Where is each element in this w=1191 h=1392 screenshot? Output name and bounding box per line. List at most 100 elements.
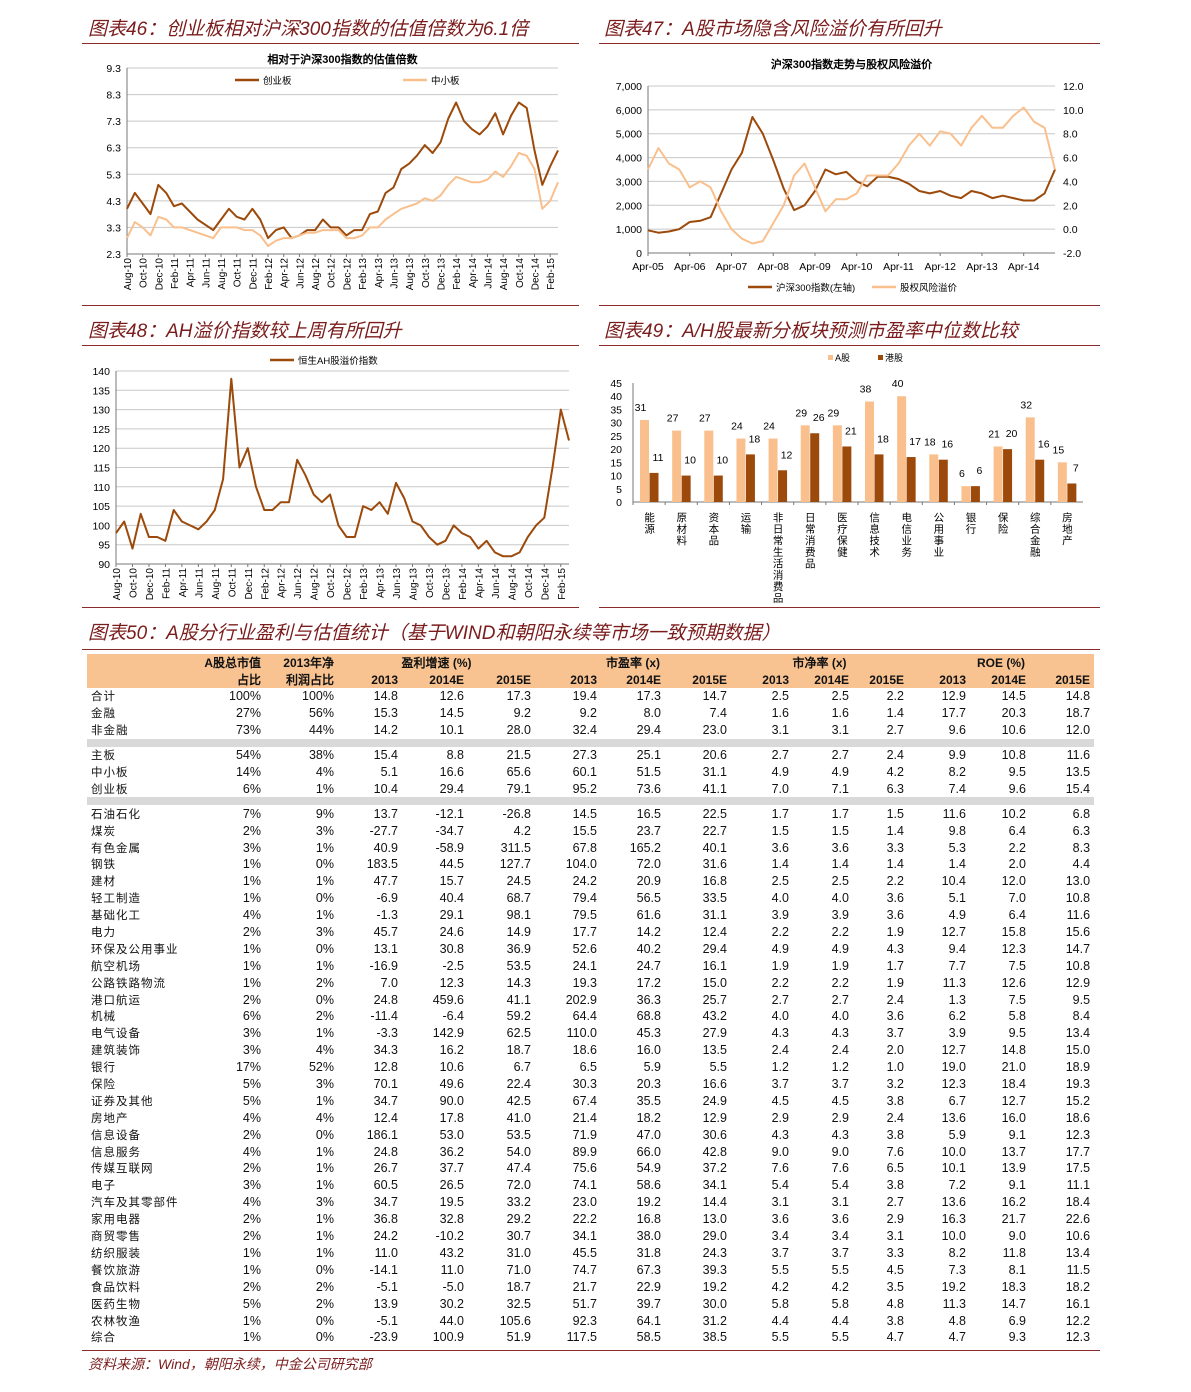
cell: 19.0 bbox=[941, 1060, 966, 1075]
cell: 2.2 bbox=[771, 925, 789, 940]
cell: 1% bbox=[315, 874, 334, 889]
cell: 24.7 bbox=[636, 958, 661, 973]
category-label: 银行 bbox=[965, 511, 977, 535]
fig47-caption: 图表47：A股市场隐含风险溢价有所回升 bbox=[604, 19, 942, 40]
cell: 1% bbox=[315, 840, 334, 855]
y-tick-label: 105 bbox=[92, 501, 110, 513]
cell: 1% bbox=[315, 1093, 334, 1108]
x-tick-label: Aug-12 bbox=[311, 258, 322, 291]
cell: 17.7 bbox=[1065, 1144, 1091, 1159]
cell: 27% bbox=[235, 706, 261, 721]
cell: 4.2 bbox=[886, 765, 904, 779]
y-tick-label: 7,000 bbox=[616, 81, 642, 93]
cell: -5.1 bbox=[376, 1313, 398, 1328]
cell: 12.6 bbox=[1001, 975, 1026, 990]
cell: 18.2 bbox=[636, 1110, 661, 1125]
x-tick-label: Apr-06 bbox=[674, 261, 706, 273]
bar-hk bbox=[906, 457, 916, 502]
cell: 5.1 bbox=[948, 891, 966, 906]
table-row: 商贸零售 2% 1% 24.2 -10.2 30.7 34.1 38.0 29.0 3.4 3.4 3… bbox=[87, 1228, 1094, 1245]
cell: 37.2 bbox=[702, 1161, 727, 1176]
row-label: 电力 bbox=[91, 925, 116, 940]
cell: 1% bbox=[242, 958, 261, 973]
cell: -2.5 bbox=[442, 958, 464, 973]
y-tick-label: 130 bbox=[92, 405, 110, 417]
cell: 1.9 bbox=[886, 975, 904, 990]
row-label: 基础化工 bbox=[91, 908, 141, 923]
fig48-chart: 90 95 100 105 110 115 120 125 130 135 140 Aug-10 Oct… bbox=[85, 346, 575, 604]
cell: 3.8 bbox=[886, 1178, 904, 1193]
cell: 16.8 bbox=[702, 874, 727, 889]
cell: 2.4 bbox=[886, 748, 904, 763]
x-tick-label: Feb-13 bbox=[358, 258, 369, 290]
cell: 15.2 bbox=[1065, 1093, 1091, 1108]
cell: 44.5 bbox=[439, 857, 464, 872]
x-tick-label: Jun-13 bbox=[389, 258, 400, 289]
data-label: 10 bbox=[684, 455, 696, 467]
cell: 18.7 bbox=[506, 1043, 531, 1058]
cell: 2.2 bbox=[771, 975, 789, 990]
cell: 3.6 bbox=[886, 891, 904, 906]
cell: 38.5 bbox=[702, 1330, 727, 1345]
x-tick-label: Feb-14 bbox=[458, 568, 469, 600]
cell: 9.0 bbox=[1008, 1229, 1026, 1244]
cell: 13.4 bbox=[1065, 1026, 1091, 1041]
category-label: 公用事业 bbox=[932, 512, 944, 558]
data-label: 21 bbox=[845, 425, 857, 437]
cell: 9.5 bbox=[1008, 1026, 1026, 1041]
cell: -6.4 bbox=[442, 1009, 464, 1024]
data-label: 32 bbox=[1020, 399, 1032, 411]
cell: 54.9 bbox=[636, 1161, 661, 1176]
cell: 12.3 bbox=[941, 1077, 966, 1092]
cell: 10.1 bbox=[439, 723, 464, 738]
cell: 20.9 bbox=[636, 874, 661, 889]
cell: 34.3 bbox=[373, 1043, 398, 1058]
cell: 95.2 bbox=[572, 781, 597, 796]
x-tick-label: Jun-12 bbox=[293, 568, 304, 599]
table-row: 环保及公用事业 1% 0% 13.1 30.8 36.9 52.6 40.2 29.4 4.9 4.… bbox=[87, 940, 1094, 957]
cell: -1.3 bbox=[376, 908, 398, 923]
cell: 67.4 bbox=[572, 1093, 597, 1108]
y-tick-label: 6.3 bbox=[106, 143, 121, 155]
cell: 1% bbox=[242, 1245, 261, 1260]
cell: 2.4 bbox=[831, 1043, 849, 1058]
series-line-1 bbox=[647, 116, 1056, 234]
cell: 60.5 bbox=[373, 1178, 398, 1193]
category-label: 非日常生活消费品 bbox=[772, 512, 784, 604]
cell: 23.0 bbox=[572, 1195, 597, 1210]
row-label: 汽车及其零部件 bbox=[91, 1195, 179, 1210]
bar-hk bbox=[778, 470, 788, 502]
row-label: 煤炭 bbox=[91, 823, 116, 838]
x-tick-label: Apr-12 bbox=[280, 258, 291, 288]
cell: 4.3 bbox=[831, 1127, 849, 1142]
y-tick-label: 135 bbox=[92, 385, 110, 397]
cell: 4.7 bbox=[948, 1330, 966, 1345]
cell: 6.9 bbox=[1008, 1313, 1026, 1328]
x-tick-label: Aug-11 bbox=[211, 568, 222, 600]
cell: 23.0 bbox=[702, 723, 727, 738]
cell: 40.2 bbox=[636, 941, 661, 956]
cell: 12.7 bbox=[1001, 1093, 1026, 1108]
cell: 73% bbox=[235, 723, 261, 738]
cell: 5.1 bbox=[380, 765, 398, 779]
cell: 4% bbox=[242, 1195, 261, 1210]
cell: 6.8 bbox=[1072, 806, 1091, 821]
cell: 4.2 bbox=[513, 823, 531, 838]
cell: 15.6 bbox=[1065, 925, 1091, 940]
cell: 459.6 bbox=[432, 992, 464, 1007]
cell: 1% bbox=[315, 1245, 334, 1260]
legend-label: 中小板 bbox=[431, 75, 460, 87]
data-label: 40 bbox=[892, 378, 904, 390]
y-tick-label: 125 bbox=[92, 424, 110, 436]
cell: 8.2 bbox=[948, 765, 966, 779]
bar-a bbox=[1057, 462, 1067, 502]
category-label: 原材料 bbox=[675, 512, 687, 547]
table-row: 建筑装饰 3% 4% 34.3 16.2 18.7 18.6 16.0 13.5 2.4 2.4 2.… bbox=[87, 1042, 1094, 1059]
bar-a bbox=[865, 401, 874, 502]
data-label: 12 bbox=[781, 449, 793, 461]
cell: 15.0 bbox=[702, 975, 727, 990]
cell: -58.9 bbox=[435, 840, 465, 855]
cell: 4.0 bbox=[771, 1009, 789, 1024]
cell: 24.9 bbox=[702, 1093, 727, 1108]
cell: 4.3 bbox=[771, 1026, 789, 1041]
